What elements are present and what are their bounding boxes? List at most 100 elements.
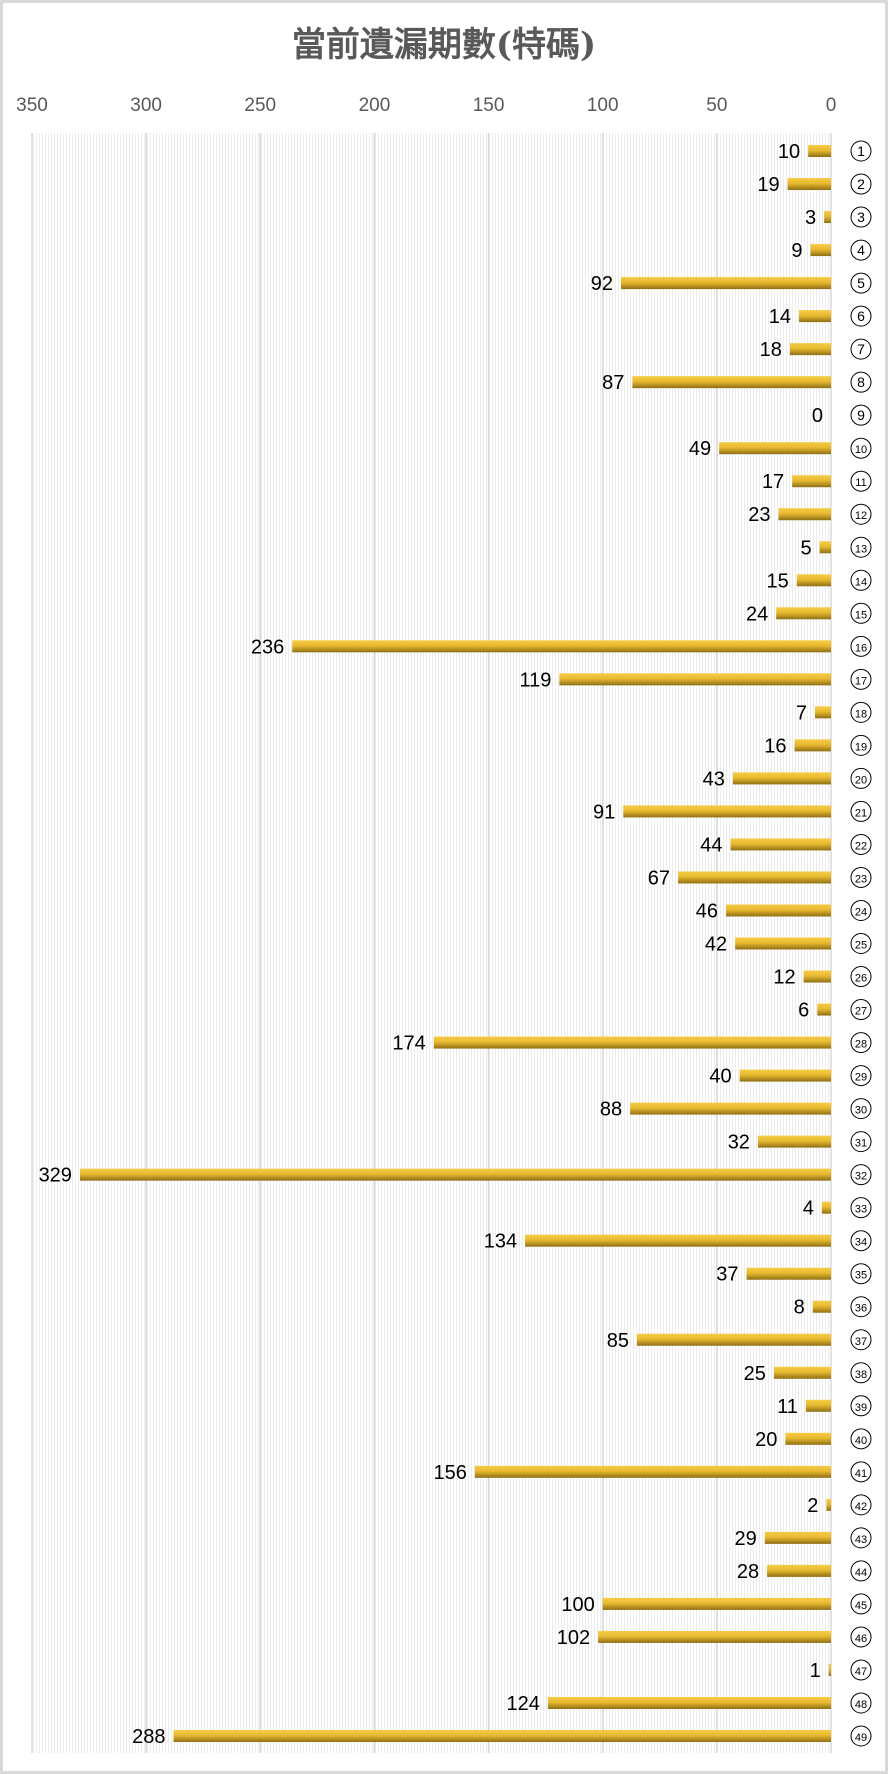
data-label: 11 [777,1396,798,1418]
category-label: 36 [850,1296,872,1318]
category-label: 42 [850,1494,872,1516]
bar [725,904,831,917]
bar [547,1696,831,1709]
data-label: 32 [728,1132,750,1154]
category-circle [850,999,872,1021]
data-label: 4 [803,1198,814,1220]
category-number: 46 [855,1633,867,1645]
category-label: 12 [850,503,872,525]
category-circle [850,1659,872,1681]
bar [776,607,831,620]
category-label: 9 [850,404,872,426]
bar [819,541,831,554]
category-label: 35 [850,1263,872,1285]
category-circle [850,635,872,657]
bar [817,1003,831,1016]
category-label: 24 [850,899,872,921]
data-label: 18 [760,339,782,361]
category-number: 37 [855,1336,867,1348]
data-label: 102 [557,1627,590,1649]
bar [828,1663,831,1676]
x-tick-label: 350 [16,95,48,116]
category-label: 40 [850,1428,872,1450]
data-label: 14 [769,306,791,328]
data-label: 2 [807,1495,818,1517]
category-circle [850,569,872,591]
chart-title: 當前遺漏期數(特碼) [291,25,597,65]
bar [824,211,831,224]
data-label: 46 [696,900,718,922]
category-number: 47 [855,1666,867,1678]
data-label: 7 [796,702,807,724]
category-circle [850,833,872,855]
category-circle [850,1032,872,1054]
category-number: 39 [855,1402,867,1414]
bar [789,343,831,356]
category-circle [850,404,872,426]
category-circle [850,1296,872,1318]
x-tick-label: 50 [706,95,727,116]
category-circle [850,1164,872,1186]
bar [787,178,831,191]
category-circle [850,1098,872,1120]
category-label: 17 [850,668,872,690]
category-circle [850,173,872,195]
bar [778,508,831,521]
data-label: 6 [798,1000,809,1022]
bar [764,1531,831,1544]
category-label: 18 [850,701,872,723]
category-number: 19 [855,741,867,753]
bar [735,937,831,950]
category-label: 8 [850,371,872,393]
bar [678,871,831,884]
category-label: 11 [850,470,872,492]
category-label: 43 [850,1527,872,1549]
bar [757,1135,831,1148]
category-number: 8 [857,374,865,390]
category-label: 1 [850,140,872,162]
data-label: 236 [251,636,284,658]
category-label: 23 [850,866,872,888]
category-label: 44 [850,1560,872,1582]
category-circle [850,338,872,360]
category-circle [850,1065,872,1087]
x-tick-label: 250 [244,95,276,116]
category-circle [850,701,872,723]
category-circle [850,668,872,690]
category-circle [850,800,872,822]
bar [433,1036,831,1049]
category-label: 41 [850,1461,872,1483]
data-label: 85 [607,1330,629,1352]
data-label: 20 [755,1429,777,1451]
category-number: 5 [857,275,865,291]
bar [796,574,831,587]
category-label: 31 [850,1131,872,1153]
category-circle [850,1461,872,1483]
category-circle [850,1263,872,1285]
bar [559,673,831,686]
data-label: 10 [778,141,800,163]
category-number: 10 [855,444,867,456]
category-label: 15 [850,602,872,624]
data-label: 329 [39,1165,72,1187]
category-label: 4 [850,239,872,261]
category-label: 48 [850,1692,872,1714]
category-number: 13 [855,543,867,555]
category-circle [850,371,872,393]
x-tick-label: 0 [826,95,837,116]
bar [810,244,831,257]
bar [620,277,831,290]
bar [767,1564,831,1577]
category-label: 20 [850,767,872,789]
category-label: 39 [850,1395,872,1417]
category-circle [850,206,872,228]
category-label: 14 [850,569,872,591]
data-label: 156 [433,1462,466,1484]
category-label: 19 [850,734,872,756]
category-circle [850,1692,872,1714]
x-tick-label: 300 [130,95,162,116]
category-label: 5 [850,272,872,294]
category-label: 49 [850,1725,872,1747]
category-number: 42 [855,1501,867,1513]
